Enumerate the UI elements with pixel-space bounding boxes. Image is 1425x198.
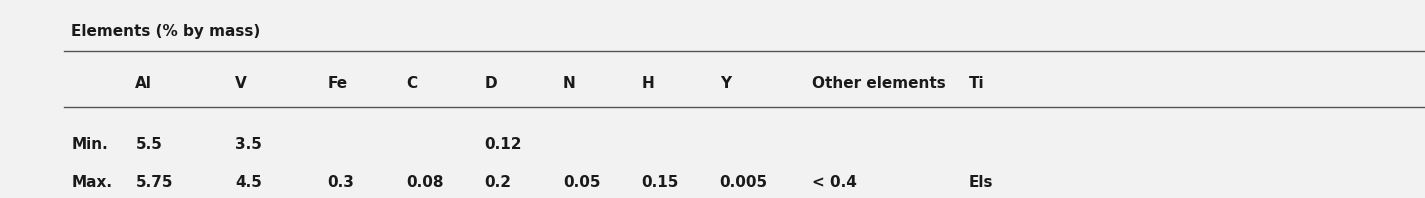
Text: H: H bbox=[641, 76, 654, 91]
Text: Min.: Min. bbox=[71, 137, 108, 152]
Text: 4.5: 4.5 bbox=[235, 175, 262, 190]
Text: 5.5: 5.5 bbox=[135, 137, 162, 152]
Text: D: D bbox=[485, 76, 497, 91]
Text: < 0.4: < 0.4 bbox=[812, 175, 856, 190]
Text: 0.12: 0.12 bbox=[485, 137, 522, 152]
Text: 3.5: 3.5 bbox=[235, 137, 262, 152]
Text: Al: Al bbox=[135, 76, 152, 91]
Text: Other elements: Other elements bbox=[812, 76, 946, 91]
Text: 0.005: 0.005 bbox=[720, 175, 768, 190]
Text: Elements (% by mass): Elements (% by mass) bbox=[71, 24, 261, 39]
Text: Max.: Max. bbox=[71, 175, 113, 190]
Text: Y: Y bbox=[720, 76, 731, 91]
Text: N: N bbox=[563, 76, 576, 91]
Text: C: C bbox=[406, 76, 418, 91]
Text: 0.05: 0.05 bbox=[563, 175, 600, 190]
Text: 5.75: 5.75 bbox=[135, 175, 172, 190]
Text: 0.15: 0.15 bbox=[641, 175, 678, 190]
Text: Fe: Fe bbox=[328, 76, 348, 91]
Text: 0.08: 0.08 bbox=[406, 175, 443, 190]
Text: 0.3: 0.3 bbox=[328, 175, 355, 190]
Text: 0.2: 0.2 bbox=[485, 175, 512, 190]
Text: Els: Els bbox=[969, 175, 993, 190]
Text: V: V bbox=[235, 76, 247, 91]
Text: Ti: Ti bbox=[969, 76, 985, 91]
